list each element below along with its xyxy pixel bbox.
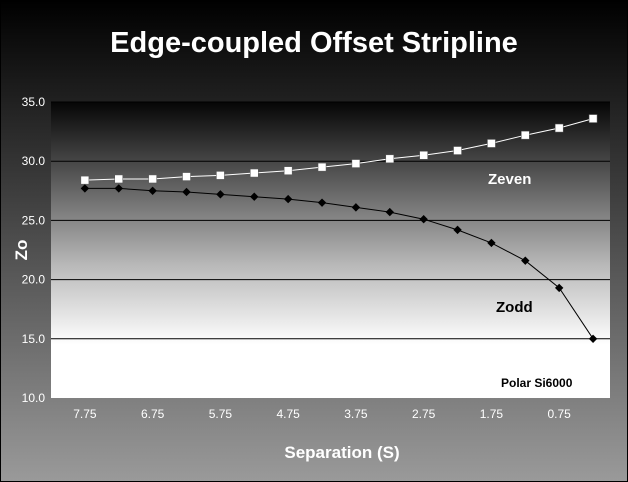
y-tick-label: 35.0	[22, 95, 46, 109]
data-point-zodd	[283, 194, 293, 204]
watermark-annotation: Polar Si6000	[501, 376, 573, 390]
chart-title: Edge-coupled Offset Stripline	[110, 27, 518, 59]
data-point-zeven	[216, 171, 225, 180]
series-zeven	[80, 114, 598, 185]
data-point-zeven	[419, 151, 428, 160]
y-tick-label: 20.0	[22, 273, 46, 287]
data-point-zeven	[283, 166, 293, 175]
gridlines	[51, 101, 610, 340]
data-point-zeven	[487, 139, 496, 148]
x-tick-label: 0.75	[548, 407, 572, 421]
plot-area	[51, 102, 610, 398]
data-point-zeven	[250, 168, 259, 178]
series-layer	[80, 114, 598, 343]
y-tick-label: 25.0	[22, 213, 46, 227]
data-point-zeven	[80, 175, 90, 185]
y-axis-title: Zo	[12, 240, 31, 261]
x-tick-label: 2.75	[412, 407, 436, 421]
series-label-zodd: Zodd	[496, 299, 533, 316]
data-point-zodd	[487, 238, 496, 248]
x-tick-label: 6.75	[141, 407, 165, 421]
y-tick-label: 15.0	[22, 332, 46, 346]
x-tick-label: 1.75	[480, 407, 504, 421]
series-zodd	[80, 184, 598, 343]
y-tick-label: 10.0	[22, 391, 46, 405]
x-tick-label: 4.75	[276, 407, 300, 421]
data-point-zodd	[250, 192, 259, 201]
data-point-zodd	[317, 198, 327, 207]
y-axis-ticks: 10.0 15.0 20.0 25.0 30.0 35.0	[22, 95, 46, 405]
data-point-zeven	[317, 162, 327, 172]
x-tick-label: 3.75	[344, 407, 368, 421]
y-tick-label: 30.0	[22, 154, 46, 168]
data-point-zodd	[351, 203, 361, 212]
data-point-zodd	[216, 190, 225, 199]
data-point-zodd	[453, 225, 462, 235]
x-tick-label: 7.75	[73, 407, 97, 421]
data-point-zeven	[351, 159, 361, 168]
series-line-zodd	[84, 187, 594, 340]
data-point-zodd	[80, 184, 90, 193]
data-point-zeven	[385, 154, 395, 164]
data-point-zeven	[182, 172, 191, 181]
series-line-zeven	[84, 118, 594, 181]
data-point-zodd	[521, 256, 530, 265]
data-point-zeven	[554, 123, 564, 133]
data-point-zeven	[114, 174, 124, 184]
x-axis-ticks: 7.75 6.75 5.75 4.75 3.75 2.75 1.75 0.75	[73, 407, 571, 421]
data-point-zodd	[554, 283, 564, 293]
data-point-zodd	[385, 207, 394, 217]
data-point-zeven	[588, 114, 598, 123]
data-point-zodd	[419, 215, 428, 224]
data-point-zodd	[182, 187, 191, 197]
data-point-zeven	[521, 130, 530, 140]
data-point-zodd	[114, 184, 123, 193]
x-axis-title: Separation (S)	[284, 443, 399, 462]
data-point-zeven	[453, 146, 462, 155]
data-point-zeven	[148, 174, 157, 184]
data-point-zodd	[148, 186, 157, 195]
series-label-zeven: Zeven	[488, 171, 531, 188]
x-tick-label: 5.75	[209, 407, 233, 421]
data-point-zodd	[588, 334, 598, 343]
